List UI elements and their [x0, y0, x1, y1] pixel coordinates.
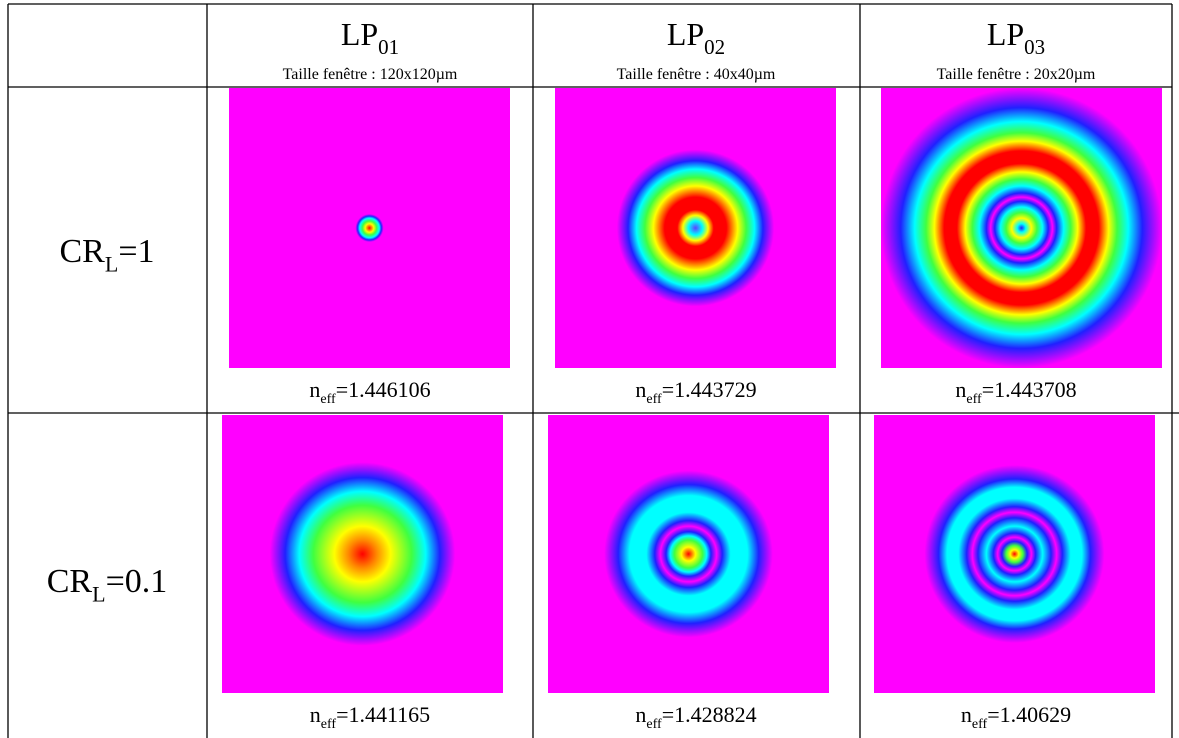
- effective-index-base: n: [309, 377, 320, 402]
- column-title: LP03: [987, 16, 1045, 59]
- row-label-rest: =0.1: [106, 563, 168, 600]
- effective-index: neff=1.428824: [635, 702, 756, 732]
- effective-index-sub: eff: [320, 392, 336, 407]
- effective-index: neff=1.40629: [961, 702, 1071, 732]
- row-label-base: CR: [60, 233, 106, 270]
- effective-index: neff=1.446106: [309, 377, 430, 407]
- effective-index-rest: =1.446106: [336, 377, 431, 402]
- effective-index: neff=1.443729: [635, 377, 756, 407]
- column-title-base: LP: [987, 16, 1024, 52]
- effective-index: neff=1.441165: [310, 702, 430, 732]
- mode-image: [874, 415, 1155, 693]
- effective-index-rest: =1.428824: [662, 702, 757, 727]
- row-label: CRL=1: [60, 233, 155, 277]
- row-label: CRL=0.1: [47, 563, 168, 607]
- row-label-rest: =1: [118, 233, 154, 270]
- table-grid: [7, 3, 1179, 738]
- effective-index-sub: eff: [972, 717, 988, 732]
- effective-index-sub: eff: [646, 717, 662, 732]
- mode-image: [548, 415, 829, 693]
- row-label-sub: L: [105, 252, 118, 277]
- effective-index-sub: eff: [321, 717, 337, 732]
- mode-image: [229, 88, 510, 368]
- column-title-base: LP: [341, 16, 378, 52]
- effective-index-sub: eff: [966, 392, 982, 407]
- mode-image: [555, 88, 836, 368]
- column-note: Taille fenêtre : 40x40µm: [617, 66, 776, 83]
- column-title-base: LP: [667, 16, 704, 52]
- column-note: Taille fenêtre : 120x120µm: [283, 66, 458, 83]
- column-title-sub: 03: [1024, 35, 1045, 59]
- row-label-sub: L: [92, 582, 105, 607]
- column-title-sub: 02: [704, 35, 725, 59]
- effective-index-base: n: [635, 377, 646, 402]
- mode-image: [222, 415, 503, 693]
- effective-index-rest: =1.441165: [336, 702, 430, 727]
- effective-index-base: n: [961, 702, 972, 727]
- column-title: LP01: [341, 16, 399, 59]
- column-title-sub: 01: [378, 35, 399, 59]
- effective-index-base: n: [955, 377, 966, 402]
- effective-index-base: n: [635, 702, 646, 727]
- mode-image: [881, 88, 1162, 368]
- effective-index-rest: =1.443708: [982, 377, 1077, 402]
- effective-index-sub: eff: [646, 392, 662, 407]
- effective-index-base: n: [310, 702, 321, 727]
- column-title: LP02: [667, 16, 725, 59]
- row-label-base: CR: [47, 563, 93, 600]
- column-note: Taille fenêtre : 20x20µm: [937, 66, 1096, 83]
- effective-index-rest: =1.40629: [987, 702, 1071, 727]
- effective-index-rest: =1.443729: [662, 377, 757, 402]
- effective-index: neff=1.443708: [955, 377, 1076, 407]
